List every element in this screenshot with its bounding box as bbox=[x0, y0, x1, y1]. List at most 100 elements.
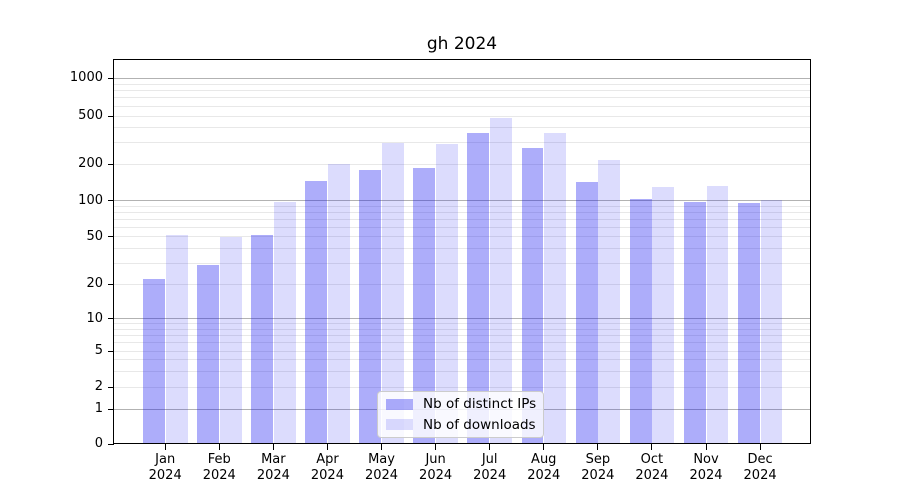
y-gridline-20 bbox=[114, 283, 810, 285]
y-gridline-3 bbox=[114, 370, 810, 372]
legend-row-downloads: Nb of downloads bbox=[386, 416, 536, 434]
bar-downloads-jun bbox=[436, 144, 458, 444]
y-gridline-5 bbox=[114, 350, 810, 352]
x-tick-label-jun: Jun 2024 bbox=[419, 452, 453, 483]
y-tick-mark-50 bbox=[108, 236, 114, 238]
y-tick-mark-1 bbox=[108, 408, 114, 410]
y-gridline-600 bbox=[114, 105, 810, 107]
bar-downloads-feb bbox=[219, 236, 242, 444]
legend-label-downloads: Nb of downloads bbox=[423, 416, 536, 433]
y-tick-mark-5 bbox=[108, 350, 114, 352]
legend: Nb of distinct IPs Nb of downloads bbox=[377, 391, 544, 438]
x-tick-mark-jul bbox=[489, 444, 491, 450]
x-tick-mark-aug bbox=[543, 444, 545, 450]
x-tick-mark-nov bbox=[705, 444, 707, 450]
y-gridline-6 bbox=[114, 342, 810, 343]
y-gridline-100 bbox=[114, 200, 810, 202]
y-gridline-10 bbox=[114, 318, 810, 320]
y-tick-mark-1000 bbox=[108, 77, 114, 79]
x-tick-label-jul: Jul 2024 bbox=[473, 452, 507, 483]
y-gridline-50 bbox=[114, 236, 810, 238]
y-tick-mark-20 bbox=[108, 283, 114, 285]
bar-downloads-sep bbox=[598, 160, 621, 444]
bar-distinct-ips-may bbox=[359, 170, 382, 444]
bar-distinct-ips-jan bbox=[143, 279, 165, 444]
x-tick-label-nov: Nov 2024 bbox=[689, 452, 723, 483]
y-tick-mark-10 bbox=[108, 318, 114, 320]
y-tick-mark-2 bbox=[108, 386, 114, 388]
bar-distinct-ips-feb bbox=[197, 264, 219, 444]
x-tick-mark-jan bbox=[164, 444, 166, 450]
bar-distinct-ips-oct bbox=[629, 199, 652, 444]
x-tick-mark-mar bbox=[272, 444, 274, 450]
y-tick-label-500: 500 bbox=[78, 108, 103, 123]
x-tick-mark-sep bbox=[597, 444, 599, 450]
y-tick-label-0: 0 bbox=[94, 436, 103, 451]
x-tick-label-apr: Apr 2024 bbox=[310, 452, 344, 483]
x-tick-label-feb: Feb 2024 bbox=[202, 452, 236, 483]
x-tick-label-may: May 2024 bbox=[364, 452, 399, 483]
y-gridline-70 bbox=[114, 218, 810, 220]
y-gridline-90 bbox=[114, 205, 810, 207]
bar-distinct-ips-apr bbox=[305, 181, 328, 444]
bar-distinct-ips-jun bbox=[413, 168, 436, 444]
y-tick-label-100: 100 bbox=[78, 192, 103, 208]
y-tick-mark-0 bbox=[108, 443, 114, 445]
x-tick-label-jan: Jan 2024 bbox=[148, 452, 182, 483]
y-gridline-400 bbox=[114, 127, 810, 129]
bar-distinct-ips-dec bbox=[737, 202, 760, 444]
y-tick-label-200: 200 bbox=[78, 156, 103, 172]
bar-downloads-jul bbox=[490, 118, 513, 444]
x-tick-mark-apr bbox=[326, 444, 328, 450]
y-gridline-1000 bbox=[114, 77, 810, 79]
bar-downloads-apr bbox=[327, 164, 350, 444]
bar-distinct-ips-mar bbox=[251, 234, 274, 444]
y-gridline-500 bbox=[114, 115, 810, 117]
bar-downloads-jan bbox=[165, 234, 188, 444]
bar-downloads-mar bbox=[273, 202, 296, 444]
y-gridline-80 bbox=[114, 211, 810, 213]
y-gridline-9 bbox=[114, 323, 810, 325]
y-gridline-700 bbox=[114, 97, 810, 99]
bar-downloads-aug bbox=[544, 133, 567, 444]
x-tick-label-oct: Oct 2024 bbox=[635, 452, 669, 483]
x-tick-mark-jun bbox=[435, 444, 437, 450]
y-tick-label-2: 2 bbox=[94, 379, 103, 394]
bar-distinct-ips-nov bbox=[683, 202, 706, 444]
y-tick-label-1000: 1000 bbox=[69, 70, 103, 86]
y-gridline-800 bbox=[114, 89, 810, 91]
y-tick-mark-200 bbox=[108, 163, 114, 165]
x-tick-label-aug: Aug 2024 bbox=[527, 452, 561, 483]
y-gridline-60 bbox=[114, 226, 810, 228]
bar-downloads-dec bbox=[760, 200, 783, 444]
bar-downloads-may bbox=[382, 143, 404, 444]
bar-distinct-ips-aug bbox=[521, 148, 544, 444]
legend-label-distinct-ips: Nb of distinct IPs bbox=[423, 396, 537, 413]
y-tick-label-10: 10 bbox=[86, 310, 103, 326]
y-tick-label-20: 20 bbox=[86, 276, 103, 291]
y-tick-label-5: 5 bbox=[94, 343, 103, 358]
y-tick-label-50: 50 bbox=[86, 228, 103, 244]
y-tick-mark-100 bbox=[108, 200, 114, 202]
y-gridline-40 bbox=[114, 247, 810, 249]
y-gridline-200 bbox=[114, 163, 810, 165]
x-tick-label-mar: Mar 2024 bbox=[256, 452, 290, 483]
y-gridline-8 bbox=[114, 328, 810, 330]
legend-row-distinct-ips: Nb of distinct IPs bbox=[386, 396, 537, 413]
y-gridline-7 bbox=[114, 334, 810, 336]
chart-title: gh 2024 bbox=[426, 34, 498, 54]
y-gridline-900 bbox=[114, 83, 810, 85]
y-tick-label-1: 1 bbox=[94, 401, 103, 416]
bar-distinct-ips-sep bbox=[575, 181, 598, 444]
bar-downloads-oct bbox=[652, 187, 675, 444]
x-tick-mark-feb bbox=[218, 444, 220, 450]
y-gridline-300 bbox=[114, 142, 810, 144]
legend-swatch-distinct-ips bbox=[386, 398, 413, 410]
bar-downloads-nov bbox=[706, 185, 729, 444]
y-tick-mark-500 bbox=[108, 115, 114, 117]
bar-distinct-ips-jul bbox=[467, 132, 490, 444]
x-tick-mark-dec bbox=[759, 444, 761, 450]
x-tick-mark-oct bbox=[651, 444, 653, 450]
x-tick-mark-may bbox=[381, 444, 383, 450]
